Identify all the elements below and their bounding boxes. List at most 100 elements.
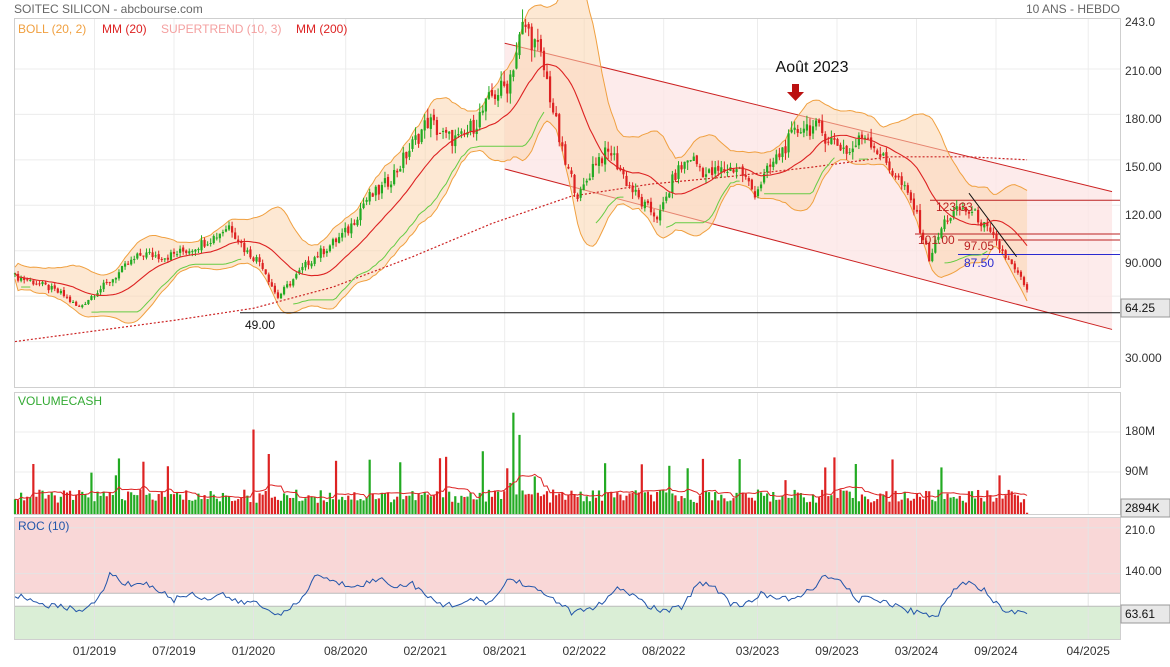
candle-body xyxy=(576,195,578,199)
candle-body xyxy=(454,135,456,146)
volume-bar xyxy=(298,501,300,514)
volume-bar xyxy=(512,413,514,514)
candle-body xyxy=(1001,249,1003,251)
volume-bar xyxy=(411,491,413,514)
volume-bar xyxy=(393,499,395,514)
candle-body xyxy=(66,297,68,298)
candle-body xyxy=(583,184,585,190)
candle-body xyxy=(888,161,890,169)
roc-tick-140: 140.00 xyxy=(1125,564,1162,578)
volume-bar xyxy=(173,494,175,514)
candle-body xyxy=(277,292,279,298)
volume-bar xyxy=(210,491,212,514)
candle-body xyxy=(148,252,150,253)
candle-body xyxy=(219,234,221,239)
candle-body xyxy=(335,239,337,243)
volume-bar xyxy=(876,499,878,514)
volume-bar xyxy=(161,492,163,514)
volume-bar xyxy=(185,490,187,514)
candle-body xyxy=(852,149,854,153)
volume-tick-180: 180M xyxy=(1125,424,1155,438)
candle-body xyxy=(35,284,37,285)
candle-body xyxy=(797,129,799,133)
volume-bar xyxy=(314,497,316,514)
volume-bar xyxy=(699,496,701,514)
volume-bar xyxy=(800,493,802,514)
candle-body xyxy=(687,160,689,162)
candle-body xyxy=(112,279,114,282)
volume-bar xyxy=(662,490,664,514)
volume-bar xyxy=(815,503,817,514)
candle-body xyxy=(1017,270,1019,272)
candle-body xyxy=(381,185,383,193)
volume-bar xyxy=(259,493,261,514)
roc-panel-title: ROC (10) xyxy=(18,519,69,533)
volume-bar xyxy=(54,495,56,514)
price-top-label: 243.0 xyxy=(1125,15,1155,29)
volume-bar xyxy=(127,492,129,514)
candle-body xyxy=(818,120,820,123)
candle-body xyxy=(1005,250,1007,258)
candle-body xyxy=(133,259,135,260)
volume-bar xyxy=(164,497,166,514)
volume-bar xyxy=(78,490,80,514)
volume-bar xyxy=(754,501,756,514)
volume-bar xyxy=(794,490,796,514)
volume-bar xyxy=(344,500,346,514)
candle-body xyxy=(855,146,857,147)
volume-bar xyxy=(90,473,92,514)
volume-bar xyxy=(203,495,205,514)
roc-last-value: 63.61 xyxy=(1125,607,1155,621)
candle-body xyxy=(998,241,1000,249)
volume-bar xyxy=(384,493,386,514)
candle-body xyxy=(341,233,343,238)
volume-bar xyxy=(576,497,578,514)
volume-bar xyxy=(124,500,126,514)
volume-bar xyxy=(488,490,490,514)
candle-body xyxy=(509,74,511,93)
volume-bar xyxy=(518,435,520,514)
volume-bar xyxy=(531,494,533,514)
candle-body xyxy=(51,286,53,290)
level-label-123: 123.33 xyxy=(936,200,973,214)
volume-bar xyxy=(995,498,997,514)
candle-body xyxy=(1026,284,1028,290)
volume-bar xyxy=(873,501,875,514)
volume-bar xyxy=(182,500,184,514)
candle-body xyxy=(809,125,811,135)
candle-body xyxy=(332,239,334,245)
candle-body xyxy=(1020,272,1022,277)
candle-body xyxy=(87,300,89,304)
candle-body xyxy=(803,129,805,133)
candle-body xyxy=(791,130,793,133)
volume-bar xyxy=(356,500,358,514)
candle-body xyxy=(289,284,291,286)
candle-body xyxy=(748,178,750,181)
candle-body xyxy=(656,217,658,220)
candle-body xyxy=(188,251,190,253)
volume-bar xyxy=(521,490,523,514)
candle-body xyxy=(479,112,481,127)
candle-body xyxy=(635,190,637,192)
volume-bar xyxy=(347,496,349,514)
candle-body xyxy=(274,286,276,293)
volume-bar xyxy=(690,500,692,514)
candle-body xyxy=(769,165,771,167)
candle-body xyxy=(564,144,566,165)
volume-bar xyxy=(971,491,973,514)
volume-bar xyxy=(72,500,74,514)
volume-bar xyxy=(207,499,209,514)
volume-bar xyxy=(888,502,890,514)
volume-bar xyxy=(809,502,811,514)
volume-bar xyxy=(882,495,884,514)
volume-bar xyxy=(726,501,728,514)
candle-body xyxy=(182,247,184,251)
candle-body xyxy=(100,289,102,292)
candle-body xyxy=(445,130,447,133)
candle-body xyxy=(625,176,627,186)
volume-bar xyxy=(613,497,615,514)
volume-bar xyxy=(1020,502,1022,514)
volume-bar xyxy=(497,492,499,514)
candle-body xyxy=(561,142,563,146)
volume-bar xyxy=(641,464,643,514)
